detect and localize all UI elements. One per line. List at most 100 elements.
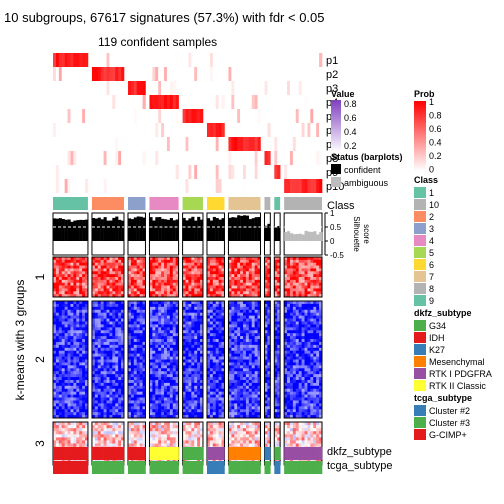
heatmap-cell [277,274,281,278]
heatmap-cell [158,309,162,313]
prob-cell [292,123,297,137]
heatmap-cell [155,374,159,378]
heatmap-cell [103,368,107,372]
heatmap-cell [284,397,288,401]
heatmap-cell [264,371,268,375]
heatmap-cell [149,330,153,334]
heatmap-cell [292,257,297,261]
heatmap-cell [240,336,244,340]
heatmap-cell [191,274,195,278]
heatmap-cell [254,309,258,313]
heatmap-cell [274,374,278,378]
prob-cell [191,165,195,179]
heatmap-cell [218,257,222,261]
prob-cell [164,67,168,81]
prob-cell [243,165,247,179]
heatmap-cell [152,294,156,298]
heatmap-cell [175,385,179,390]
heatmap-cell [200,341,204,346]
heatmap-cell [169,356,174,360]
heatmap-cell [197,385,201,390]
prob-cell [237,137,241,151]
heatmap-cell [188,303,192,308]
heatmap-cell [194,382,198,387]
prob-cell [209,137,214,151]
heatmap-cell [212,336,217,340]
prob-cell [212,137,217,151]
class-cell [264,197,271,210]
heatmap-cell [194,312,198,316]
heatmap-cell [118,353,122,357]
heatmap-cell [277,400,281,404]
heatmap-cell [100,315,104,319]
heatmap-cell [295,359,299,363]
heatmap-cell [70,327,74,331]
heatmap-cell [91,321,96,325]
heatmap-cell [200,285,204,289]
prob-cell [103,137,107,151]
heatmap-cell [206,403,211,407]
heatmap-cell [197,312,201,316]
heatmap-cell [248,271,253,275]
heatmap-cell [292,341,297,346]
heatmap-cell [228,409,232,413]
heatmap-cell [237,353,241,357]
heatmap-cell [53,347,57,352]
prob-cell [112,109,116,123]
heatmap-cell [197,336,201,340]
prob-cell [264,151,268,165]
heatmap-cell [142,294,146,298]
heatmap-cell [152,315,156,319]
prob-cell [79,151,83,165]
heatmap-cell [188,397,192,401]
heatmap-cell [70,341,74,346]
heatmap-cell [182,327,186,331]
heatmap-cell [103,374,107,378]
heatmap-cell [185,347,189,352]
heatmap-cell [79,344,83,349]
prob-cell [215,67,219,81]
heatmap-cell [70,353,74,357]
heatmap-cell [73,291,77,295]
heatmap-cell [221,341,225,346]
heatmap-cell [277,318,281,322]
heatmap-cell [76,385,80,390]
heatmap-cell [197,265,201,269]
heatmap-cell [237,321,241,325]
heatmap-cell [91,353,96,357]
heatmap-cell [182,400,186,404]
heatmap-cell [243,333,247,337]
heatmap-cell [194,377,198,381]
heatmap-cell [185,288,189,292]
heatmap-cell [94,379,99,384]
heatmap-cell [58,277,63,281]
prob-cell [292,109,297,123]
heatmap-cell [212,324,217,328]
silhouette-bar [231,217,235,241]
heatmap-cell [94,371,99,375]
prob-cell [254,53,258,67]
heatmap-cell [254,391,258,395]
heatmap-cell [251,415,255,419]
heatmap-cell [284,365,288,369]
heatmap-cell [76,365,80,369]
heatmap-cell [221,324,225,328]
heatmap-cell [55,353,60,357]
prob-cell [161,151,165,165]
heatmap-cell [169,288,174,292]
silhouette-bar [175,219,179,241]
heatmap-cell [289,312,294,316]
heatmap-cell [164,274,168,278]
heatmap-cell [218,309,222,313]
heatmap-cell [121,327,125,331]
prob-cell [298,151,302,165]
heatmap-cell [284,262,288,266]
heatmap-cell [231,412,235,416]
heatmap-cell [188,379,192,384]
heatmap-cell [58,301,63,305]
heatmap-cell [248,321,253,325]
heatmap-cell [212,259,217,264]
heatmap-cell [209,285,214,289]
prob-cell [112,165,116,179]
heatmap-cell [64,294,68,298]
